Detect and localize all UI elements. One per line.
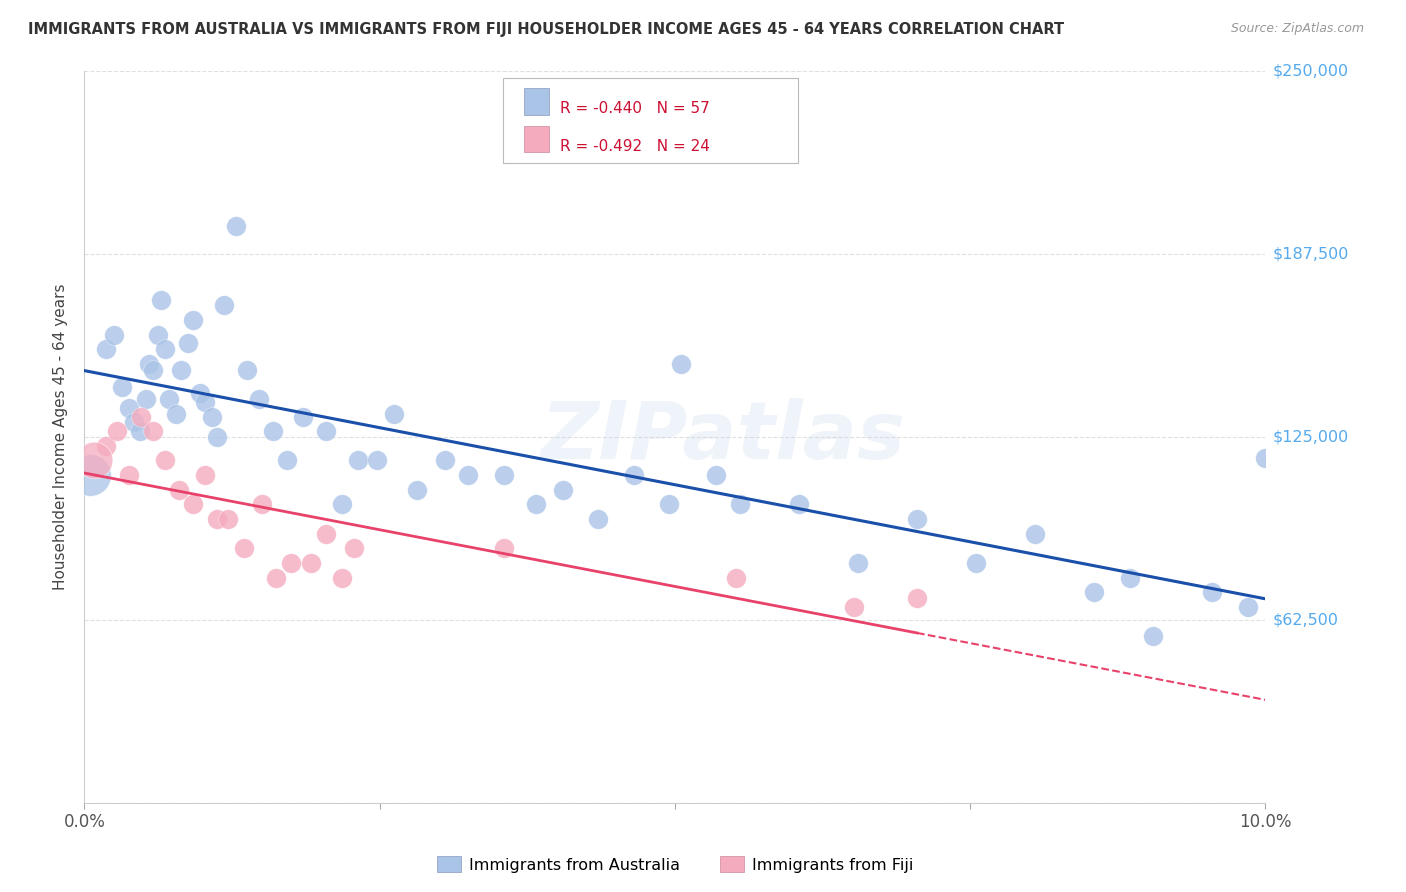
Point: [433, 453, 456, 467]
Point: [787, 497, 810, 511]
Point: [1083, 585, 1105, 599]
Point: [205, 512, 228, 526]
Point: [406, 483, 429, 497]
Point: [146, 327, 169, 342]
Point: [177, 336, 200, 351]
Point: [167, 483, 190, 497]
Point: [118, 401, 141, 415]
Point: [122, 416, 145, 430]
Point: [157, 392, 180, 406]
Point: [236, 363, 259, 377]
Point: [135, 392, 157, 406]
Point: [846, 556, 869, 570]
Point: [94, 343, 117, 357]
Point: [205, 430, 228, 444]
Point: [844, 599, 866, 614]
Point: [330, 497, 353, 511]
Point: [728, 497, 751, 511]
Point: [1201, 585, 1223, 599]
Point: [142, 363, 165, 377]
Point: [129, 409, 152, 424]
Point: [79, 468, 101, 483]
Point: [153, 453, 176, 467]
Point: [905, 591, 928, 605]
Point: [264, 570, 287, 584]
Point: [181, 497, 204, 511]
Point: [103, 327, 125, 342]
Point: [366, 453, 388, 467]
Point: [212, 298, 235, 312]
Point: [1254, 450, 1277, 465]
Point: [457, 468, 479, 483]
Point: [107, 424, 129, 438]
Point: [1024, 526, 1046, 541]
Point: [382, 407, 405, 421]
Text: $125,000: $125,000: [1272, 430, 1348, 444]
Point: [194, 395, 217, 409]
Point: [225, 219, 247, 234]
Point: [83, 453, 105, 467]
Point: [128, 424, 150, 438]
Point: [94, 439, 117, 453]
Text: Source: ZipAtlas.com: Source: ZipAtlas.com: [1230, 22, 1364, 36]
Point: [1236, 599, 1258, 614]
Point: [1118, 570, 1140, 584]
Point: [492, 468, 515, 483]
Point: [299, 556, 322, 570]
Point: [343, 541, 366, 556]
Y-axis label: Householder Income Ages 45 - 64 years: Householder Income Ages 45 - 64 years: [53, 284, 69, 591]
Point: [262, 424, 284, 438]
Point: [524, 497, 547, 511]
Point: [315, 526, 337, 541]
Text: ZIPatlas: ZIPatlas: [540, 398, 904, 476]
Point: [232, 541, 254, 556]
Text: R = -0.492   N = 24: R = -0.492 N = 24: [560, 139, 710, 154]
Point: [280, 556, 302, 570]
Point: [188, 386, 211, 401]
Point: [669, 357, 692, 371]
Legend: Immigrants from Australia, Immigrants from Fiji: Immigrants from Australia, Immigrants fr…: [430, 849, 920, 879]
Point: [194, 468, 217, 483]
Text: IMMIGRANTS FROM AUSTRALIA VS IMMIGRANTS FROM FIJI HOUSEHOLDER INCOME AGES 45 - 6: IMMIGRANTS FROM AUSTRALIA VS IMMIGRANTS …: [28, 22, 1064, 37]
Point: [1142, 629, 1164, 643]
Text: R = -0.440   N = 57: R = -0.440 N = 57: [560, 102, 710, 116]
Point: [725, 570, 748, 584]
Point: [965, 556, 987, 570]
Text: $187,500: $187,500: [1272, 247, 1348, 261]
Point: [658, 497, 681, 511]
Text: $62,500: $62,500: [1272, 613, 1339, 627]
Point: [704, 468, 727, 483]
Point: [153, 343, 176, 357]
Point: [150, 293, 173, 307]
Point: [330, 570, 353, 584]
Text: $250,000: $250,000: [1272, 64, 1348, 78]
Point: [170, 363, 193, 377]
Point: [250, 497, 273, 511]
Point: [111, 380, 134, 394]
Point: [142, 424, 165, 438]
Point: [492, 541, 515, 556]
Point: [905, 512, 928, 526]
Point: [201, 409, 224, 424]
Point: [217, 512, 239, 526]
Point: [347, 453, 370, 467]
Point: [623, 468, 645, 483]
Point: [315, 424, 337, 438]
Point: [138, 357, 160, 371]
Point: [181, 313, 204, 327]
Point: [276, 453, 298, 467]
Point: [551, 483, 574, 497]
Point: [166, 407, 188, 421]
Point: [247, 392, 270, 406]
Point: [118, 468, 141, 483]
Point: [586, 512, 609, 526]
Point: [291, 409, 314, 424]
